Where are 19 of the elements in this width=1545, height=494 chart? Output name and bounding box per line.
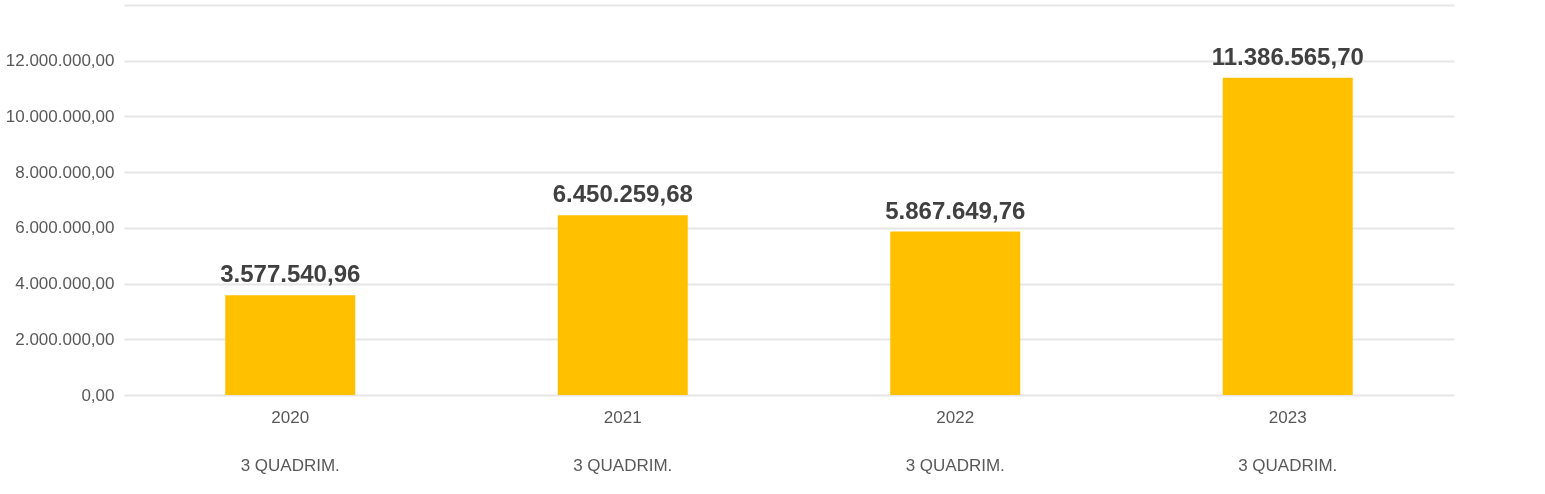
data-label: 6.450.259,68: [552, 180, 693, 208]
y-tick-label: 0,00: [81, 385, 115, 405]
category-label: 2022 3 QUADRIM.: [905, 407, 1005, 475]
bar: [557, 215, 688, 395]
y-tick-label: 8.000.000,00: [15, 162, 115, 182]
category-label: 2023 3 QUADRIM.: [1238, 407, 1338, 475]
y-tick-label: 6.000.000,00: [15, 218, 115, 238]
category-label: 2020 3 QUADRIM.: [240, 407, 340, 475]
bar: [225, 295, 356, 395]
data-label: 3.577.540,96: [220, 260, 361, 288]
y-tick-label: 2.000.000,00: [15, 329, 115, 349]
category-label: 2021 3 QUADRIM.: [573, 407, 673, 475]
y-tick-label: 12.000.000,00: [5, 51, 115, 71]
bar: [1222, 77, 1353, 395]
y-tick-label: 4.000.000,00: [15, 274, 115, 294]
bar: [890, 231, 1021, 395]
y-tick-label: 10.000.000,00: [5, 106, 115, 126]
data-label: 11.386.565,70: [1211, 42, 1364, 70]
data-label: 5.867.649,76: [885, 196, 1026, 224]
